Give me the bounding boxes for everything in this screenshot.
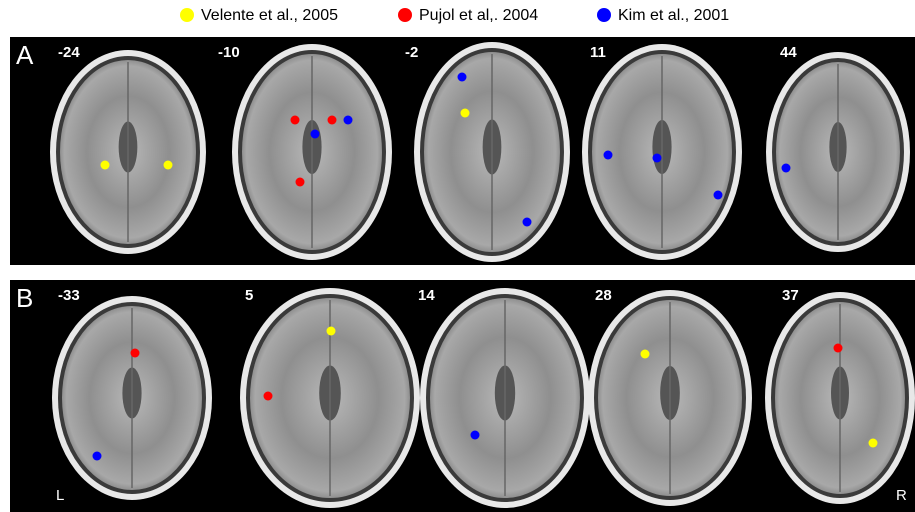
slice-label: -24 — [58, 44, 80, 61]
activation-dot — [290, 115, 300, 125]
legend-label: Velente et al., 2005 — [201, 7, 338, 24]
activation-dot — [326, 326, 336, 336]
activation-dot — [100, 160, 110, 170]
panel-label: B — [16, 283, 33, 313]
legend-dot — [180, 8, 194, 22]
activation-dot — [327, 115, 337, 125]
activation-dot — [781, 163, 791, 173]
activation-dot — [163, 160, 173, 170]
activation-dot — [640, 349, 650, 359]
side-right: R — [896, 487, 907, 504]
legend-label: Kim et al., 2001 — [618, 7, 729, 24]
activation-dot — [833, 343, 843, 353]
activation-dot — [263, 391, 273, 401]
slice-label: 14 — [418, 287, 435, 304]
slice-label: 44 — [780, 44, 797, 61]
slice-label: 5 — [245, 287, 253, 304]
legend-label: Pujol et al,. 2004 — [419, 7, 538, 24]
activation-dot — [130, 348, 140, 358]
legend-dot — [398, 8, 412, 22]
activation-dot — [522, 217, 532, 227]
slice-label: -10 — [218, 44, 240, 61]
activation-dot — [470, 430, 480, 440]
slice-label: 37 — [782, 287, 799, 304]
side-left: L — [56, 487, 64, 504]
activation-dot — [92, 451, 102, 461]
slice-label: 28 — [595, 287, 612, 304]
activation-dot — [603, 150, 613, 160]
activation-dot — [310, 129, 320, 139]
slice-label: -2 — [405, 44, 418, 61]
activation-dot — [713, 190, 723, 200]
activation-dot — [295, 177, 305, 187]
activation-dot — [652, 153, 662, 163]
slice-label: -33 — [58, 287, 80, 304]
legend-dot — [597, 8, 611, 22]
activation-dot — [868, 438, 878, 448]
slice-label: 11 — [590, 44, 606, 61]
activation-dot — [460, 108, 470, 118]
activation-dot — [457, 72, 467, 82]
panel-label: A — [16, 40, 34, 70]
activation-dot — [343, 115, 353, 125]
